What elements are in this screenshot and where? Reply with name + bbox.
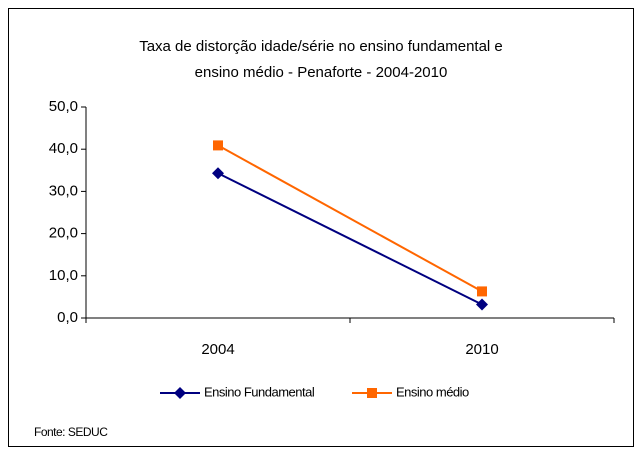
y-tick-label: 30,0 bbox=[49, 182, 78, 199]
series-line bbox=[217, 144, 483, 293]
marker bbox=[213, 140, 223, 151]
y-tick-label: 10,0 bbox=[49, 267, 78, 284]
marker bbox=[174, 387, 186, 399]
y-tick-label: 0,0 bbox=[57, 309, 78, 326]
legend-label: Ensino médio bbox=[396, 384, 469, 399]
marker bbox=[477, 286, 487, 297]
x-tick-label: 2004 bbox=[201, 341, 234, 358]
y-tick-label: 40,0 bbox=[49, 140, 78, 157]
y-tick-label: 50,0 bbox=[49, 98, 78, 115]
marker bbox=[212, 167, 224, 180]
series-line bbox=[217, 172, 483, 306]
y-tick-label: 20,0 bbox=[49, 225, 78, 242]
source-note: Fonte: SEDUC bbox=[34, 425, 108, 439]
legend-label: Ensino Fundamental bbox=[204, 384, 315, 399]
chart-border bbox=[8, 8, 634, 447]
x-tick-label: 2010 bbox=[465, 341, 498, 358]
marker bbox=[367, 388, 377, 398]
chart-title: Taxa de distorção idade/série no ensino … bbox=[139, 38, 503, 55]
chart-title: ensino médio - Penaforte - 2004-2010 bbox=[195, 64, 448, 81]
marker bbox=[476, 298, 488, 311]
